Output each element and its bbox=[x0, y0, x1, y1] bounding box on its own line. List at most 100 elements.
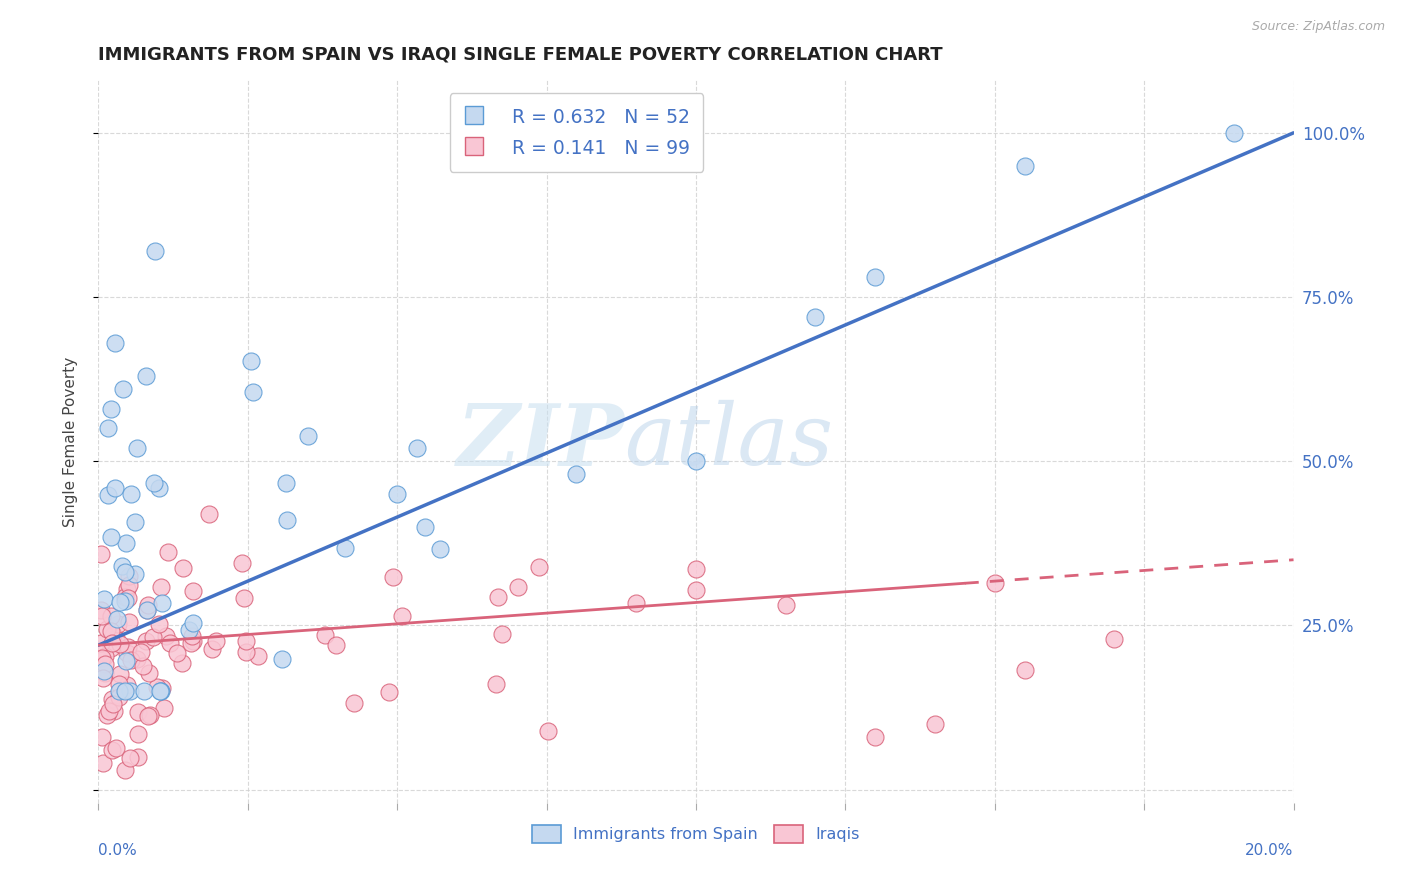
Point bbox=[181, 583, 204, 598]
Point bbox=[100, 608, 122, 623]
Point bbox=[172, 560, 194, 574]
Point bbox=[136, 603, 159, 617]
Point bbox=[131, 659, 153, 673]
Point bbox=[104, 631, 127, 645]
Point bbox=[333, 541, 356, 555]
Point bbox=[537, 723, 560, 738]
Point bbox=[145, 244, 167, 258]
Point bbox=[406, 441, 429, 455]
Point bbox=[97, 421, 120, 435]
Y-axis label: Single Female Poverty: Single Female Poverty bbox=[63, 357, 77, 526]
Point bbox=[93, 756, 115, 771]
Point bbox=[90, 547, 112, 561]
Point bbox=[111, 383, 134, 397]
Point bbox=[865, 270, 887, 285]
Point bbox=[181, 629, 204, 643]
Point bbox=[142, 630, 165, 644]
Point bbox=[626, 596, 648, 610]
Point bbox=[924, 717, 946, 731]
Point bbox=[242, 384, 264, 399]
Point bbox=[118, 751, 141, 765]
Point bbox=[1014, 159, 1036, 173]
Point bbox=[159, 636, 181, 650]
Point bbox=[100, 401, 122, 416]
Point bbox=[100, 636, 122, 650]
Point bbox=[108, 676, 131, 690]
Point bbox=[170, 657, 193, 671]
Point bbox=[115, 582, 138, 597]
Point bbox=[114, 565, 136, 579]
Text: 20.0%: 20.0% bbox=[1246, 843, 1294, 857]
Text: IMMIGRANTS FROM SPAIN VS IRAQI SINGLE FEMALE POVERTY CORRELATION CHART: IMMIGRANTS FROM SPAIN VS IRAQI SINGLE FE… bbox=[98, 45, 943, 63]
Point bbox=[90, 636, 112, 650]
Point bbox=[108, 595, 131, 609]
Text: ZIP: ZIP bbox=[457, 400, 624, 483]
Point bbox=[378, 685, 401, 699]
Point bbox=[90, 650, 112, 665]
Point bbox=[125, 441, 148, 455]
Point bbox=[240, 354, 263, 368]
Point bbox=[111, 559, 134, 574]
Point bbox=[565, 467, 588, 482]
Point bbox=[385, 487, 409, 501]
Point bbox=[486, 590, 509, 604]
Point bbox=[297, 428, 319, 442]
Point bbox=[91, 730, 114, 744]
Point bbox=[114, 684, 136, 698]
Point bbox=[198, 507, 221, 521]
Point bbox=[124, 567, 146, 582]
Point bbox=[139, 707, 162, 722]
Point bbox=[247, 648, 270, 663]
Point bbox=[429, 541, 451, 556]
Point bbox=[685, 454, 707, 468]
Point bbox=[485, 676, 508, 690]
Point bbox=[148, 616, 170, 631]
Point bbox=[804, 310, 827, 324]
Point bbox=[231, 556, 253, 570]
Point bbox=[108, 690, 131, 705]
Point bbox=[506, 580, 529, 594]
Point bbox=[127, 727, 149, 741]
Point bbox=[235, 634, 257, 648]
Point bbox=[118, 569, 141, 583]
Point bbox=[274, 475, 297, 490]
Point bbox=[127, 651, 149, 665]
Point bbox=[1104, 632, 1126, 646]
Point bbox=[127, 705, 149, 719]
Point bbox=[97, 488, 120, 502]
Point bbox=[108, 637, 131, 651]
Text: 0.0%: 0.0% bbox=[98, 843, 138, 857]
Point bbox=[115, 677, 138, 691]
Point bbox=[100, 641, 122, 656]
Point bbox=[382, 570, 405, 584]
Point bbox=[180, 636, 202, 650]
Point bbox=[413, 519, 436, 533]
Point bbox=[117, 640, 139, 655]
Point bbox=[138, 665, 160, 680]
Point bbox=[94, 657, 117, 672]
Point bbox=[114, 590, 136, 604]
Point bbox=[201, 642, 224, 657]
Point bbox=[149, 684, 172, 698]
Point bbox=[114, 763, 136, 777]
Point bbox=[124, 515, 146, 529]
Point bbox=[91, 671, 114, 685]
Point bbox=[148, 481, 170, 495]
Point bbox=[136, 709, 159, 723]
Point bbox=[775, 598, 797, 612]
Point bbox=[685, 583, 707, 598]
Point bbox=[120, 653, 142, 667]
Point bbox=[117, 646, 139, 660]
Point bbox=[96, 622, 118, 636]
Point bbox=[94, 666, 117, 681]
Point bbox=[276, 513, 298, 527]
Point bbox=[138, 599, 160, 613]
Point bbox=[984, 576, 1007, 591]
Point bbox=[181, 633, 204, 648]
Point bbox=[1223, 126, 1246, 140]
Legend: Immigrants from Spain, Iraqis: Immigrants from Spain, Iraqis bbox=[526, 819, 866, 849]
Point bbox=[865, 730, 887, 744]
Text: atlas: atlas bbox=[624, 401, 834, 483]
Point bbox=[110, 667, 132, 681]
Point bbox=[98, 704, 121, 718]
